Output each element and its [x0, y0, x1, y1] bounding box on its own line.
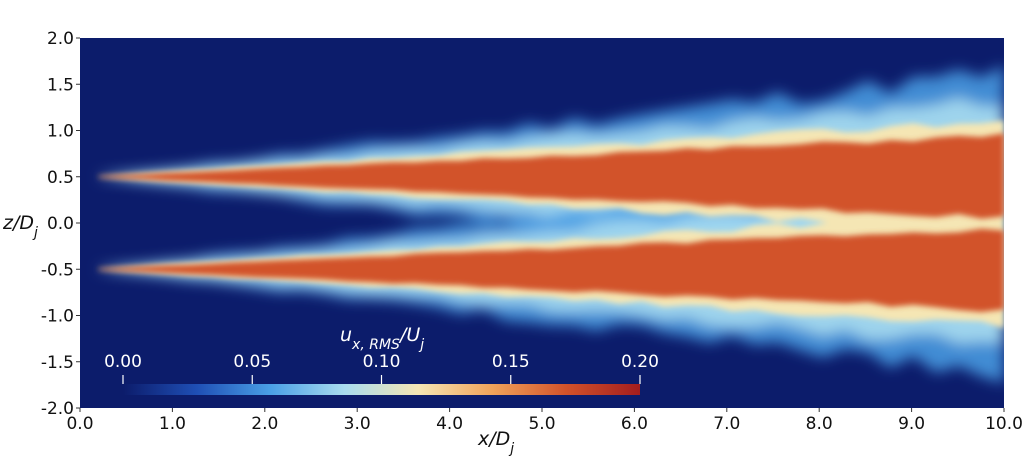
y-tick-label: -1.5 — [41, 353, 74, 373]
plot-area — [80, 38, 1004, 408]
colorbar-tick-label: 0.20 — [621, 352, 659, 372]
y-tick--1.5: -1.5 — [41, 353, 80, 373]
x-tick-6.0: 6.0 — [621, 408, 648, 434]
x-tick-label: 9.0 — [898, 414, 925, 434]
x-tick-9.0: 9.0 — [898, 408, 925, 434]
x-tick-10.0: 10.0 — [985, 408, 1023, 434]
y-tick-label: -2.0 — [41, 399, 74, 419]
y-tick--2.0: -2.0 — [41, 399, 80, 419]
y-tick-1.5: 1.5 — [47, 75, 80, 95]
x-axis-label: x/Dj — [477, 428, 514, 457]
x-tick-label: 4.0 — [436, 414, 463, 434]
colorbar-tick-label: 0.15 — [492, 352, 530, 372]
y-tick-label: -1.0 — [41, 307, 74, 327]
colorbar-tick-label: 0.05 — [233, 352, 271, 372]
x-tick-label: 0.0 — [66, 414, 93, 434]
shear-layer-upper-core — [98, 133, 1004, 219]
x-tick-label: 5.0 — [528, 414, 555, 434]
y-tick--1.0: -1.0 — [41, 307, 80, 327]
x-tick-5.0: 5.0 — [528, 408, 556, 434]
x-tick-label: 3.0 — [344, 414, 371, 434]
colorbar-tick-label: 0.00 — [104, 352, 142, 372]
x-tick-2.0: 2.0 — [251, 408, 278, 434]
colorbar-ticks: 0.00 0.05 0.10 0.15 0.20 — [104, 352, 659, 384]
y-tick--0.5: -0.5 — [41, 260, 80, 280]
y-axis-label: z/Dj — [2, 212, 38, 241]
y-tick-label: 2.0 — [47, 29, 74, 49]
colorbar-tick-0.20: 0.20 — [621, 352, 659, 384]
colorbar-gradient — [123, 384, 640, 395]
y-tick-1.0: 1.0 — [47, 122, 80, 142]
x-axis-ticks: 0.0 1.0 2.0 3.0 4.0 5.0 6.0 7.0 8.0 9.0 10.0 — [66, 408, 1023, 434]
colorbar-tick-label: 0.10 — [363, 352, 401, 372]
y-tick-0.5: 0.5 — [47, 168, 80, 188]
y-axis-ticks: 2.0 1.5 1.0 0.5 0.0 -0.5 -1.0 -1.5 -2.0 — [41, 29, 80, 419]
y-tick-label: 0.0 — [47, 214, 74, 234]
x-tick-8.0: 8.0 — [806, 408, 833, 434]
field-core-layer — [98, 133, 1004, 312]
y-tick-0.0: 0.0 — [47, 214, 80, 234]
x-tick-label: 8.0 — [806, 414, 833, 434]
x-tick-label: 6.0 — [621, 414, 648, 434]
x-tick-3.0: 3.0 — [344, 408, 371, 434]
y-tick-label: -0.5 — [41, 260, 74, 280]
colorbar-tick-0.10: 0.10 — [363, 352, 401, 384]
x-tick-label: 1.0 — [159, 414, 186, 434]
colorbar-tick-0.15: 0.15 — [492, 352, 530, 384]
y-tick-2.0: 2.0 — [47, 29, 80, 49]
x-tick-label: 10.0 — [985, 414, 1023, 434]
x-tick-label: 2.0 — [251, 414, 278, 434]
y-tick-label: 1.0 — [47, 122, 74, 142]
colorbar-tick-0.00: 0.00 — [104, 352, 142, 384]
x-tick-1.0: 1.0 — [159, 408, 186, 434]
x-tick-4.0: 4.0 — [436, 408, 463, 434]
colorbar-tick-0.05: 0.05 — [233, 352, 271, 384]
x-tick-7.0: 7.0 — [713, 408, 740, 434]
x-tick-label: 7.0 — [713, 414, 740, 434]
x-tick-0.0: 0.0 — [66, 408, 94, 434]
y-tick-label: 0.5 — [47, 168, 74, 188]
shear-layer-lower-core — [98, 228, 1004, 312]
y-tick-label: 1.5 — [47, 75, 74, 95]
